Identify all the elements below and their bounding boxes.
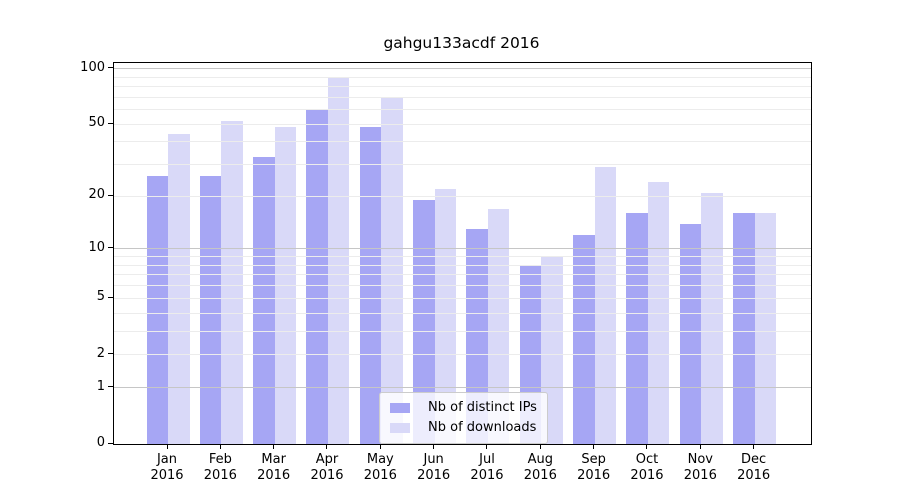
- gridline-90: [114, 76, 811, 78]
- bar-nb-of-downloads-Sep: [594, 167, 617, 444]
- gridline-2: [114, 354, 811, 356]
- x-tick-label-aug: Aug 2016: [523, 452, 557, 483]
- bar-nb-of-downloads-Feb: [221, 120, 243, 444]
- gridline-50: [114, 123, 811, 125]
- gridline-3: [114, 330, 811, 332]
- x-tick-label-jun: Jun 2016: [417, 452, 451, 483]
- bar-nb-of-downloads-Jun: [434, 188, 457, 444]
- chart-title: gahgu133acdf 2016: [383, 34, 540, 52]
- bar-nb-of-distinct-ips-Mar: [253, 157, 275, 444]
- gridline-40: [114, 141, 811, 143]
- y-tick-label-20: 20: [88, 187, 105, 203]
- y-tick-label-2: 2: [96, 345, 105, 361]
- x-tick-jul: [486, 444, 488, 449]
- y-tick-2: [108, 353, 113, 355]
- x-tick-jan: [166, 444, 168, 449]
- x-tick-nov: [699, 444, 701, 449]
- bar-nb-of-distinct-ips-Jul: [466, 229, 488, 444]
- x-tick-label-sep: Sep 2016: [577, 452, 611, 483]
- x-tick-jun: [433, 444, 435, 449]
- bar-nb-of-distinct-ips-Sep: [573, 235, 595, 444]
- gridline-5: [114, 297, 811, 299]
- bar-nb-of-downloads-Apr: [327, 77, 350, 444]
- legend-row-downloads: Nb of downloads: [390, 420, 537, 436]
- x-tick-oct: [646, 444, 648, 449]
- y-tick-label-0: 0: [96, 435, 105, 450]
- gridline-7: [114, 274, 811, 276]
- y-tick-50: [108, 122, 113, 124]
- y-tick-label-50: 50: [88, 115, 105, 131]
- bar-nb-of-downloads-Jan: [168, 134, 190, 444]
- x-tick-aug: [539, 444, 541, 449]
- legend-row-distinct-ips: Nb of distinct IPs: [390, 400, 537, 416]
- legend-label-distinct-ips: Nb of distinct IPs: [428, 400, 537, 415]
- x-tick-label-nov: Nov 2016: [683, 452, 717, 483]
- legend-swatch-distinct-ips-icon: [390, 403, 410, 413]
- y-tick-label-5: 5: [96, 289, 105, 305]
- gridline-9: [114, 256, 811, 258]
- x-tick-apr: [326, 444, 328, 449]
- x-tick-may: [379, 444, 381, 449]
- x-tick-label-mar: Mar 2016: [257, 452, 291, 483]
- x-tick-label-jul: Jul 2016: [470, 452, 504, 483]
- bar-nb-of-distinct-ips-Oct: [626, 213, 648, 444]
- x-tick-label-apr: Apr 2016: [310, 452, 344, 483]
- legend: Nb of distinct IPs Nb of downloads: [379, 392, 548, 444]
- x-tick-feb: [219, 444, 221, 449]
- gridline-30: [114, 164, 811, 166]
- x-tick-label-feb: Feb 2016: [203, 452, 237, 483]
- gridline-20: [114, 195, 811, 197]
- bar-nb-of-downloads-May: [381, 97, 403, 444]
- y-tick-100: [108, 67, 113, 69]
- y-tick-label-10: 10: [88, 239, 105, 255]
- gridline-60: [114, 109, 811, 111]
- x-tick-dec: [753, 444, 755, 449]
- plot-area: [113, 62, 812, 445]
- bar-nb-of-distinct-ips-Jan: [146, 175, 168, 444]
- x-tick-label-oct: Oct 2016: [630, 452, 664, 483]
- gridline-70: [114, 96, 811, 98]
- bar-nb-of-distinct-ips-Nov: [679, 223, 702, 444]
- y-tick-10: [108, 247, 113, 249]
- bar-nb-of-downloads-Dec: [754, 213, 777, 444]
- bar-nb-of-distinct-ips-Jun: [413, 200, 435, 444]
- y-tick-0: [108, 442, 113, 444]
- gridline-10: [114, 248, 811, 250]
- gridline-80: [114, 85, 811, 87]
- gridline-1: [114, 387, 811, 389]
- bar-nb-of-downloads-Jul: [487, 208, 510, 444]
- bar-nb-of-distinct-ips-Dec: [733, 213, 755, 444]
- y-tick-1: [108, 386, 113, 388]
- legend-label-downloads: Nb of downloads: [428, 420, 537, 435]
- x-tick-sep: [593, 444, 595, 449]
- bar-nb-of-distinct-ips-Apr: [306, 109, 328, 444]
- gridline-100: [114, 68, 811, 70]
- y-tick-label-1: 1: [96, 378, 105, 394]
- bar-nb-of-distinct-ips-Feb: [199, 175, 222, 444]
- gridline-4: [114, 312, 811, 314]
- x-tick-label-may: May 2016: [363, 452, 397, 483]
- gridline-6: [114, 285, 811, 287]
- x-tick-label-jan: Jan 2016: [150, 452, 184, 483]
- y-tick-20: [108, 194, 113, 196]
- gridline-8: [114, 264, 811, 266]
- x-tick-label-dec: Dec 2016: [737, 452, 771, 483]
- y-tick-5: [108, 296, 113, 298]
- legend-swatch-downloads-icon: [390, 423, 410, 433]
- x-tick-mar: [273, 444, 275, 449]
- y-tick-label-100: 100: [80, 59, 105, 75]
- bar-nb-of-downloads-Nov: [701, 192, 723, 444]
